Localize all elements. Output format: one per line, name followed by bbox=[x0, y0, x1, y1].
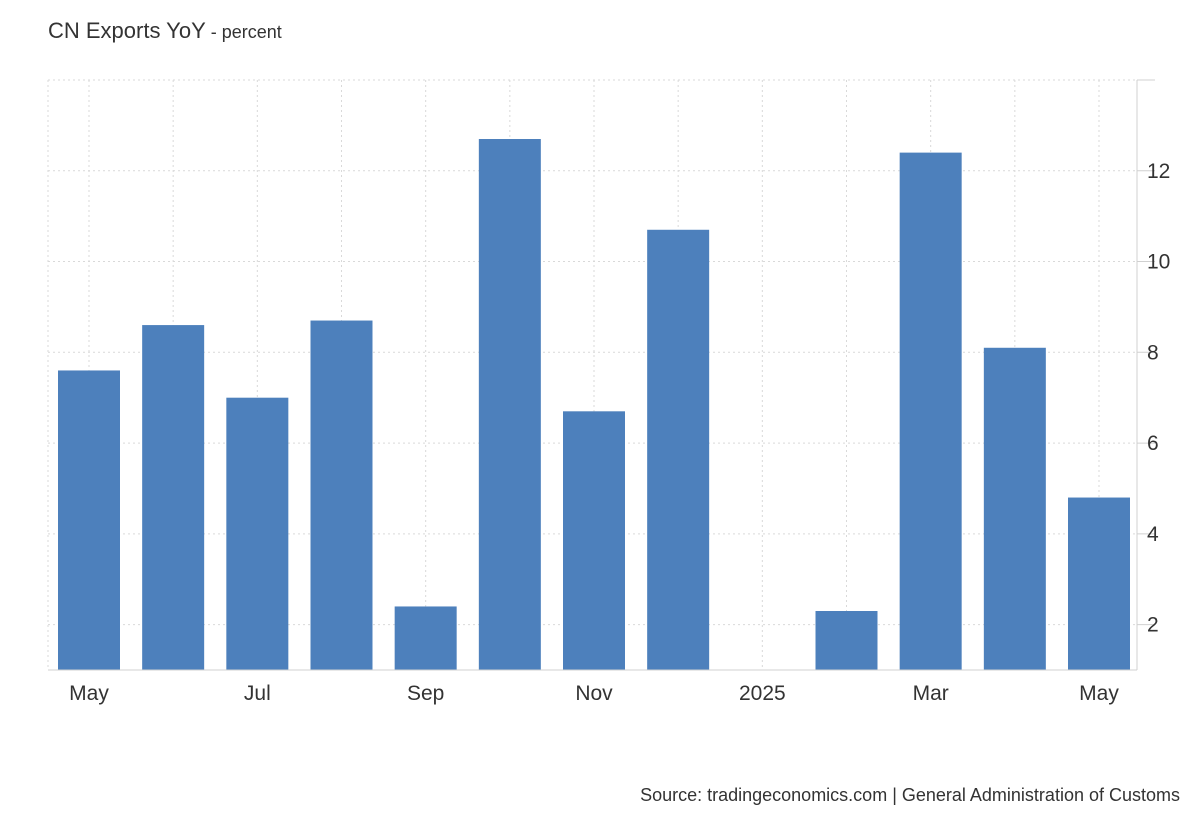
chart-subtitle: - percent bbox=[205, 22, 282, 42]
bar-2024-11[interactable] bbox=[563, 411, 625, 670]
bar-2024-06[interactable] bbox=[142, 325, 205, 670]
bar-2024-09[interactable] bbox=[394, 606, 457, 670]
axis-layer bbox=[48, 79, 1155, 671]
y-tick-label: 10 bbox=[1147, 251, 1170, 274]
y-tick-label: 6 bbox=[1147, 432, 1159, 455]
y-tick-label: 4 bbox=[1147, 523, 1159, 546]
bar-2024-10[interactable] bbox=[478, 139, 541, 670]
bar-2024-08[interactable] bbox=[310, 320, 373, 670]
bar-2025-04[interactable] bbox=[983, 347, 1046, 670]
x-tick-label: Sep bbox=[407, 682, 444, 705]
y-tick-label: 8 bbox=[1147, 341, 1159, 364]
x-tick-label: 2025 bbox=[739, 682, 786, 705]
bar-2024-05[interactable] bbox=[58, 370, 120, 670]
bar-2024-07[interactable] bbox=[226, 397, 289, 670]
y-tick-label: 12 bbox=[1147, 160, 1170, 183]
source-attribution: Source: tradingeconomics.com | General A… bbox=[640, 785, 1180, 805]
bar-2025-03[interactable] bbox=[899, 152, 962, 671]
y-tick-label: 2 bbox=[1147, 614, 1159, 637]
bar-2025-05[interactable] bbox=[1068, 497, 1130, 670]
x-tick-label: Mar bbox=[913, 682, 949, 705]
x-tick-label: Jul bbox=[244, 682, 271, 705]
bar-2025-02[interactable] bbox=[815, 611, 878, 670]
label-layer: 2 4 6 8 10 12 May Jul Sep Nov 2025 Mar May bbox=[69, 160, 1170, 705]
chart-header: CN Exports YoY - percent bbox=[48, 18, 282, 44]
x-tick-label: May bbox=[69, 682, 109, 705]
bar-2024-12[interactable] bbox=[647, 229, 710, 670]
x-tick-label: Nov bbox=[575, 682, 613, 705]
chart-title: CN Exports YoY bbox=[48, 18, 206, 43]
x-tick-label: May bbox=[1079, 682, 1119, 705]
bars-layer bbox=[58, 139, 1130, 671]
